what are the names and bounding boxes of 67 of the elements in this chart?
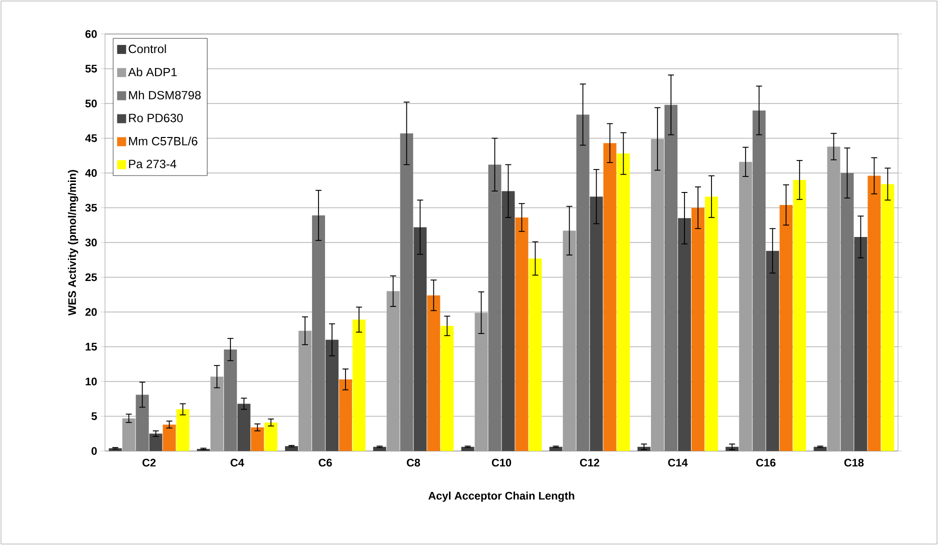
bar (339, 379, 352, 451)
bar (149, 434, 162, 451)
x-tick-label: C8 (406, 458, 420, 467)
bar (502, 191, 515, 451)
x-tick-label: C18 (844, 458, 864, 467)
bar (264, 422, 278, 451)
y-tick-label: 5 (91, 412, 97, 420)
y-tick-label: 30 (85, 238, 97, 246)
bar (739, 162, 752, 451)
bar (122, 418, 136, 451)
bar (793, 180, 806, 451)
y-tick-label: 25 (85, 273, 97, 282)
y-tick-label: 40 (85, 169, 97, 177)
y-axis-title: WES Activity (pmol/mg/min) (68, 170, 78, 316)
x-tick-label: C4 (230, 458, 244, 467)
x-tick-label: C12 (580, 458, 600, 467)
bar (162, 424, 176, 451)
legend-label: Ab ADP1 (128, 68, 177, 76)
legend-label: Mh DSM8798 (129, 90, 201, 100)
bar (386, 291, 400, 451)
bar (881, 184, 894, 451)
bar (515, 217, 528, 451)
x-tick-label: C2 (142, 458, 156, 467)
bar (780, 204, 793, 451)
y-tick-label: 10 (86, 378, 97, 386)
bar (691, 208, 704, 451)
bar (616, 154, 630, 451)
x-tick-label: C16 (756, 458, 776, 467)
y-tick-label: 35 (85, 204, 97, 212)
y-tick-label: 50 (85, 100, 97, 108)
bar (868, 176, 881, 451)
y-tick-label: 15 (86, 342, 97, 351)
bar (854, 236, 868, 451)
y-tick-label: 0 (92, 447, 97, 455)
x-tick-label: C6 (318, 458, 332, 467)
bar (590, 196, 603, 451)
x-tick-label: C10 (492, 458, 512, 467)
y-tick-label: 20 (85, 308, 97, 316)
bar (237, 404, 250, 451)
bar (827, 146, 840, 451)
bar (250, 427, 264, 451)
y-tick-label: 45 (85, 134, 97, 142)
y-tick-label: 60 (85, 30, 97, 38)
bar (528, 258, 542, 451)
bar (414, 227, 427, 451)
bar (474, 312, 488, 451)
bar (766, 250, 780, 451)
legend-label: Mm C57BL/6 (129, 136, 198, 146)
bar (678, 218, 691, 451)
legend-label: Pa 273-4 (129, 160, 176, 168)
bar (562, 230, 576, 451)
bar (210, 376, 224, 451)
bar (704, 196, 718, 451)
bar (650, 138, 664, 451)
x-tick-label: C14 (668, 458, 688, 467)
bar (352, 320, 366, 451)
bar (440, 326, 454, 451)
y-tick-label: 55 (85, 64, 97, 73)
bar (427, 295, 440, 451)
bar (603, 143, 616, 451)
legend-label: Control (128, 44, 166, 54)
bar (285, 446, 298, 451)
bar (298, 330, 312, 451)
bar (176, 409, 190, 451)
x-axis-title: Acyl Acceptor Chain Length (428, 492, 574, 502)
legend-label: Ro PD630 (129, 114, 183, 122)
bar (326, 340, 339, 451)
